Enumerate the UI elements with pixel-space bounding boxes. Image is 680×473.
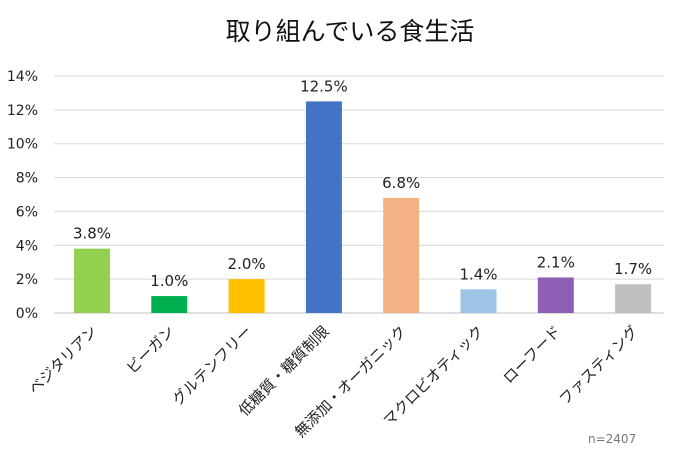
y-tick-label: 6%	[16, 204, 38, 220]
bar	[615, 284, 652, 313]
gridlines	[54, 75, 664, 314]
bar-value-label: 12.5%	[300, 77, 348, 95]
x-category-label: ローフード	[499, 322, 564, 387]
y-tick-label: 14%	[7, 69, 38, 85]
bar-value-label: 3.8%	[73, 225, 111, 243]
y-axis-ticks: 0% 2% 4% 6% 8% 10% 12% 14%	[7, 69, 38, 322]
x-category-label: グルテンフリー	[169, 322, 256, 409]
y-tick-label: 4%	[16, 238, 38, 254]
bar	[383, 197, 420, 313]
y-tick-label: 2%	[16, 272, 38, 288]
bar-value-label: 1.4%	[459, 265, 497, 283]
bar-value-label: 2.0%	[228, 255, 266, 273]
x-category-label: ビーガン	[123, 322, 178, 377]
bar-value-label: 1.0%	[150, 272, 188, 290]
bar	[537, 277, 574, 313]
y-tick-label: 0%	[16, 306, 38, 322]
bars	[74, 101, 652, 314]
category-labels: ベジタリアン ビーガングルテンフリー低糖質・糖質制限無添加・オーガニックマクロビオ…	[25, 322, 642, 441]
bar	[305, 101, 342, 314]
bar	[151, 296, 188, 313]
data-labels: 3.8% 1.0% 2.0% 12.5% 6.8% 1.4% 2.1% 1.7%	[73, 77, 652, 290]
bar-value-label: 2.1%	[537, 253, 575, 271]
sample-size-note: n=2407	[588, 432, 636, 446]
bar-value-label: 1.7%	[614, 260, 652, 278]
chart-title: 取り組んでいる食生活	[226, 17, 475, 46]
x-category-label: ベジタリアン	[25, 322, 101, 398]
bar	[460, 289, 497, 313]
x-category-label: ファスティング	[556, 322, 642, 408]
y-tick-label: 8%	[16, 171, 38, 187]
bar	[228, 279, 265, 313]
bar	[74, 248, 110, 313]
y-tick-label: 10%	[7, 137, 38, 153]
bar-value-label: 6.8%	[382, 174, 420, 192]
y-tick-label: 12%	[7, 103, 38, 119]
